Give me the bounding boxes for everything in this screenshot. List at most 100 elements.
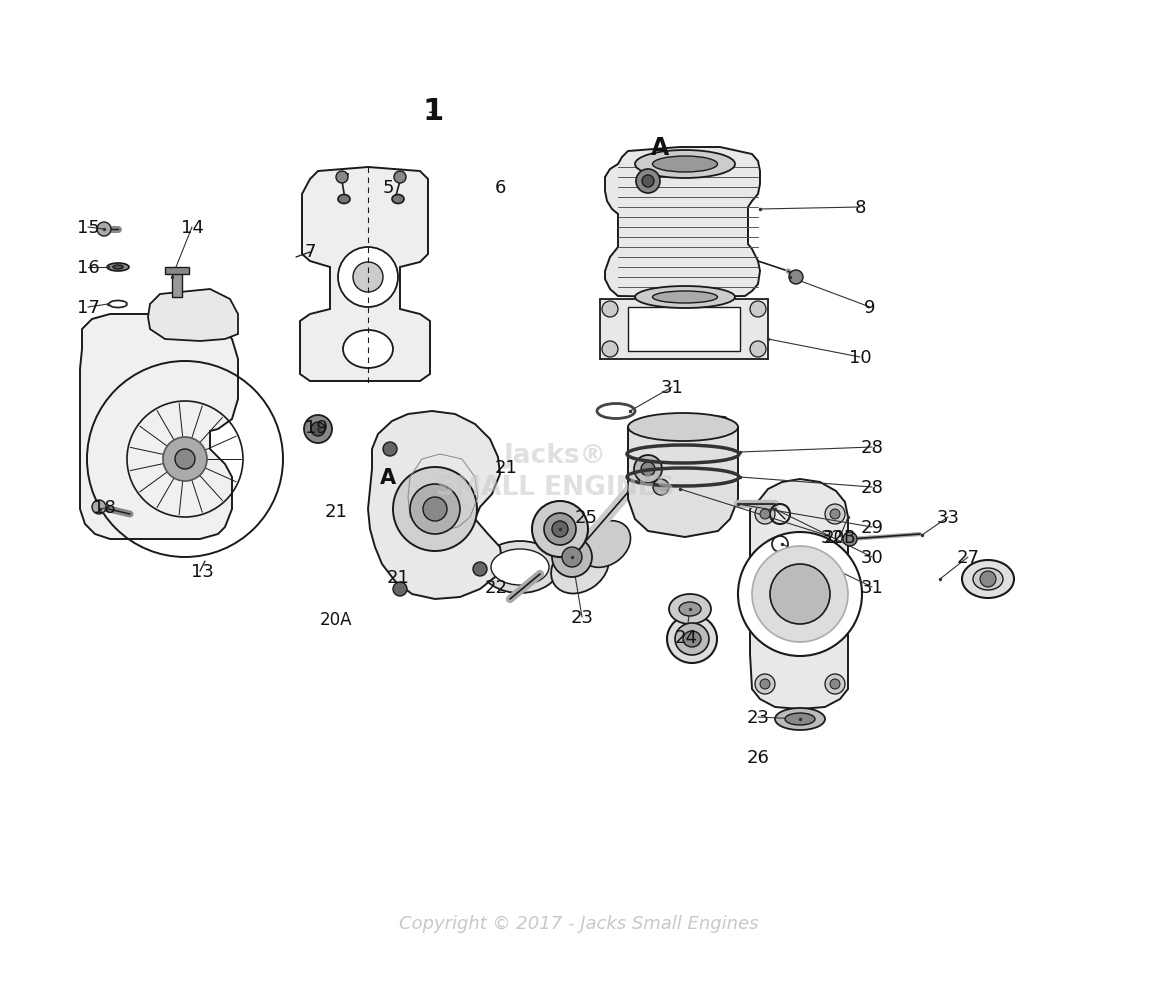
Ellipse shape [675, 624, 709, 655]
Circle shape [552, 522, 568, 538]
Circle shape [653, 479, 669, 495]
Text: 9: 9 [864, 299, 876, 317]
Circle shape [760, 510, 771, 520]
Text: 15: 15 [76, 219, 100, 237]
Circle shape [602, 342, 618, 358]
Circle shape [642, 176, 654, 188]
Ellipse shape [342, 331, 393, 369]
Circle shape [760, 679, 771, 689]
Ellipse shape [491, 550, 550, 586]
Circle shape [336, 172, 348, 184]
Polygon shape [750, 479, 848, 709]
Circle shape [830, 510, 840, 520]
Text: 21: 21 [386, 569, 410, 587]
Polygon shape [172, 272, 182, 298]
Text: 30: 30 [861, 549, 884, 567]
Ellipse shape [580, 522, 631, 568]
Text: 28: 28 [861, 438, 884, 456]
Ellipse shape [635, 150, 735, 179]
Text: 26: 26 [746, 748, 769, 766]
Polygon shape [368, 411, 502, 600]
Circle shape [771, 565, 830, 625]
Text: 20A: 20A [319, 611, 352, 628]
Ellipse shape [653, 156, 717, 173]
Ellipse shape [338, 196, 351, 205]
Circle shape [830, 679, 840, 689]
Text: Jacks®
SMALL ENGINES: Jacks® SMALL ENGINES [436, 442, 675, 500]
Polygon shape [628, 414, 738, 538]
Text: 23: 23 [570, 609, 594, 627]
Circle shape [473, 563, 487, 577]
Text: 14: 14 [180, 219, 204, 237]
Circle shape [980, 572, 996, 588]
Text: Copyright © 2017 - Jacks Small Engines: Copyright © 2017 - Jacks Small Engines [399, 914, 758, 932]
Text: 17: 17 [76, 299, 100, 317]
Circle shape [423, 497, 447, 522]
Circle shape [395, 172, 406, 184]
Circle shape [825, 505, 845, 525]
Circle shape [93, 500, 106, 515]
Text: 31: 31 [861, 579, 884, 597]
Circle shape [383, 442, 397, 456]
Circle shape [353, 263, 383, 293]
Text: 21: 21 [325, 503, 347, 521]
Ellipse shape [683, 631, 701, 647]
Text: 1: 1 [422, 97, 443, 126]
Circle shape [562, 548, 582, 568]
Ellipse shape [113, 266, 123, 270]
Ellipse shape [481, 542, 559, 594]
Text: 33: 33 [936, 509, 959, 527]
Circle shape [338, 248, 398, 308]
Circle shape [393, 467, 477, 552]
Text: 23: 23 [746, 708, 769, 726]
Circle shape [532, 502, 588, 558]
Circle shape [750, 342, 766, 358]
Text: 16: 16 [76, 259, 100, 277]
Text: 5: 5 [382, 179, 393, 197]
Circle shape [752, 547, 848, 642]
Ellipse shape [669, 595, 712, 625]
Text: 31: 31 [661, 378, 684, 396]
Ellipse shape [679, 603, 701, 617]
Text: 24: 24 [675, 628, 698, 646]
Text: 29: 29 [861, 519, 884, 537]
Text: 6: 6 [494, 179, 506, 197]
Circle shape [393, 583, 407, 597]
Ellipse shape [961, 561, 1014, 599]
Ellipse shape [775, 708, 825, 730]
Text: 32: 32 [820, 529, 843, 547]
Circle shape [756, 505, 775, 525]
Polygon shape [80, 315, 238, 540]
Circle shape [602, 302, 618, 318]
Circle shape [544, 514, 576, 546]
Ellipse shape [653, 292, 717, 304]
Circle shape [175, 449, 196, 469]
Polygon shape [605, 147, 760, 298]
Text: 27: 27 [957, 549, 980, 567]
Circle shape [97, 223, 111, 237]
Polygon shape [628, 308, 740, 352]
Circle shape [641, 462, 655, 476]
Ellipse shape [106, 264, 128, 272]
Circle shape [163, 437, 207, 481]
Text: 21: 21 [494, 458, 517, 476]
Ellipse shape [635, 287, 735, 309]
Ellipse shape [973, 569, 1003, 591]
Ellipse shape [392, 196, 404, 205]
Text: 7: 7 [304, 243, 316, 261]
Text: 19: 19 [304, 418, 327, 436]
Polygon shape [600, 300, 768, 360]
Circle shape [304, 415, 332, 443]
Text: 13: 13 [191, 563, 213, 581]
Polygon shape [300, 168, 430, 381]
Text: 10: 10 [849, 349, 871, 367]
Text: 20B: 20B [824, 529, 856, 547]
Circle shape [756, 674, 775, 694]
Circle shape [789, 271, 803, 285]
Polygon shape [148, 290, 238, 342]
Circle shape [552, 538, 592, 578]
Polygon shape [165, 268, 189, 275]
Text: 8: 8 [854, 199, 865, 217]
Text: 22: 22 [485, 579, 508, 597]
Circle shape [825, 674, 845, 694]
